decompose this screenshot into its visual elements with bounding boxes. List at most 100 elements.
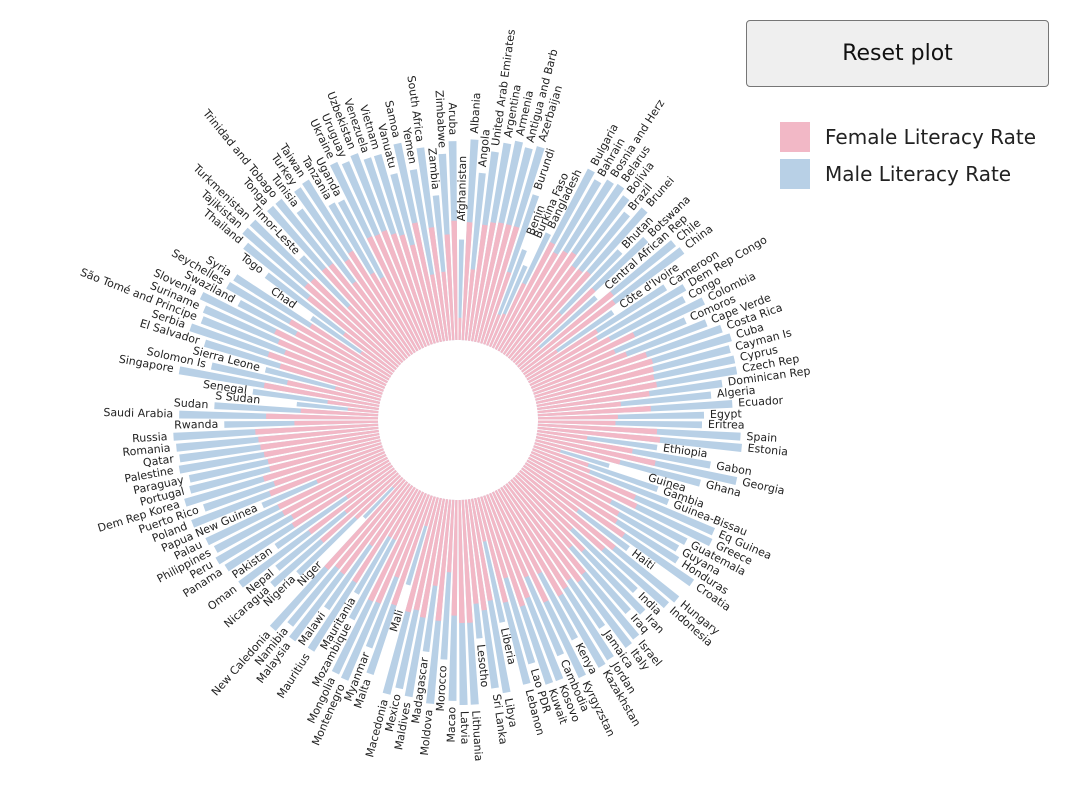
female-bar-seychelles[interactable] <box>288 319 390 381</box>
female-bar-kenya[interactable] <box>494 490 542 575</box>
female-bar-guinea-bissau[interactable] <box>532 448 591 474</box>
female-bar-morocco[interactable] <box>446 499 455 573</box>
female-bar-lesotho[interactable] <box>464 499 479 604</box>
female-bar-uganda[interactable] <box>380 276 422 350</box>
female-bar-brazil[interactable] <box>507 268 583 359</box>
female-bar-montenegro[interactable] <box>375 492 427 604</box>
female-bar-malaysia[interactable] <box>340 483 411 575</box>
female-bar-dem-rep-korea[interactable] <box>262 442 382 482</box>
female-bar-bahrain[interactable] <box>497 251 559 352</box>
female-bar-croatia[interactable] <box>522 464 626 538</box>
female-bar-tunisia[interactable] <box>352 281 411 357</box>
female-bar-new-caledonia[interactable] <box>324 479 406 570</box>
female-bar-slovenia[interactable] <box>274 328 387 387</box>
female-bar-antigua-and-barb[interactable] <box>477 224 512 343</box>
female-bar-aruba[interactable] <box>451 220 458 341</box>
female-bar-trinidad-and-tobago[interactable] <box>328 263 409 359</box>
female-bar-panama[interactable] <box>291 462 392 528</box>
female-bar-haiti[interactable] <box>521 467 579 513</box>
female-bar-bulgaria[interactable] <box>494 241 556 350</box>
female-bar-india[interactable] <box>514 474 574 531</box>
female-bar-paraguay[interactable] <box>267 436 381 465</box>
female-bar-latvia[interactable] <box>458 499 465 623</box>
female-bar-lao-pdr[interactable] <box>480 496 509 579</box>
female-bar-syria[interactable] <box>309 323 392 378</box>
female-bar-nepal[interactable] <box>344 469 397 514</box>
female-bar-vanuatu[interactable] <box>409 244 439 343</box>
female-bar-gabon[interactable] <box>536 432 633 454</box>
female-bar-russia[interactable] <box>255 423 379 435</box>
female-bar-jamaica[interactable] <box>502 484 572 582</box>
female-bar-tanzania[interactable] <box>370 272 419 352</box>
female-bar-nigeria[interactable] <box>354 474 402 520</box>
female-bar-mauritania[interactable] <box>387 488 419 538</box>
female-bar-albania[interactable] <box>461 222 473 341</box>
female-bar-guyana[interactable] <box>526 459 620 517</box>
female-bar-afghanistan[interactable] <box>458 317 462 341</box>
female-bar-argentina[interactable] <box>470 222 497 342</box>
female-bar-oman[interactable] <box>308 467 395 535</box>
female-bar-kosovo[interactable] <box>486 494 531 599</box>
female-bar-thailand[interactable] <box>306 295 397 371</box>
female-bar-romania[interactable] <box>258 426 379 443</box>
female-bar-chad[interactable] <box>360 351 394 376</box>
female-bar-moldova[interactable] <box>435 499 452 622</box>
female-bar-macao[interactable] <box>451 499 458 616</box>
female-bar-azerbaijan[interactable] <box>480 226 520 344</box>
female-bar-ghana[interactable] <box>535 439 621 465</box>
female-bar-israel[interactable] <box>507 481 586 575</box>
female-bar-lebanon[interactable] <box>477 497 509 603</box>
female-bar-poland[interactable] <box>269 448 384 497</box>
female-bar-samoa[interactable] <box>411 222 442 343</box>
female-bar-turkmenistan[interactable] <box>310 278 402 366</box>
female-bar-chile[interactable] <box>519 291 614 371</box>
female-bar-pakistan[interactable] <box>345 464 394 499</box>
female-bar-peru[interactable] <box>291 459 390 520</box>
reset-plot-button[interactable]: Reset plot <box>746 20 1049 87</box>
female-bar-sao-tome-and-principe[interactable] <box>284 349 384 392</box>
female-bar-eq-guinea[interactable] <box>530 451 637 500</box>
female-bar-ecuador[interactable] <box>537 405 651 417</box>
female-bar-belarus[interactable] <box>502 251 577 356</box>
female-bar-myanmar[interactable] <box>394 494 430 578</box>
female-bar-cayman-is[interactable] <box>535 366 654 401</box>
female-bar-costa-rica[interactable] <box>533 352 648 395</box>
female-bar-cape-verde[interactable] <box>532 351 628 392</box>
female-bar-sri-lanka[interactable] <box>467 499 487 611</box>
female-bar-tajikistan[interactable] <box>304 283 399 368</box>
female-bar-venezuela[interactable] <box>390 233 433 345</box>
female-bar-mozambique[interactable] <box>392 490 422 541</box>
female-bar-guinea[interactable] <box>534 442 561 453</box>
female-bar-bosnia-and-herz[interactable] <box>500 250 568 354</box>
female-bar-libya[interactable] <box>470 498 493 601</box>
female-bar-comoros[interactable] <box>530 349 616 389</box>
female-bar-macedonia[interactable] <box>405 497 439 613</box>
female-bar-cote-d-ivoire[interactable] <box>522 349 558 376</box>
female-bar-kuwait[interactable] <box>483 495 526 607</box>
female-bar-namibia[interactable] <box>334 481 409 570</box>
female-bar-madagascar[interactable] <box>432 499 449 587</box>
female-bar-cambodia[interactable] <box>489 492 529 578</box>
female-bar-kazakhstan[interactable] <box>497 488 564 597</box>
female-bar-greece[interactable] <box>529 453 638 509</box>
female-bar-togo[interactable] <box>342 332 395 373</box>
female-bar-honduras[interactable] <box>524 462 618 524</box>
female-bar-sudan[interactable] <box>300 408 379 417</box>
female-bar-spain[interactable] <box>537 423 658 435</box>
female-bar-s-sudan[interactable] <box>347 407 379 414</box>
female-bar-suriname[interactable] <box>277 339 386 389</box>
female-bar-palestine[interactable] <box>263 432 380 458</box>
female-bar-philippines[interactable] <box>282 456 388 516</box>
female-bar-burundi[interactable] <box>483 271 512 345</box>
female-bar-uruguay[interactable] <box>374 234 427 348</box>
female-bar-gambia[interactable] <box>533 445 589 467</box>
female-bar-cameroon[interactable] <box>524 329 599 378</box>
female-bar-angola[interactable] <box>464 269 475 341</box>
female-bar-zambia[interactable] <box>441 271 452 341</box>
female-bar-mauritius[interactable] <box>352 486 416 584</box>
female-bar-czech-rep[interactable] <box>536 381 658 408</box>
female-bar-taiwan[interactable] <box>348 250 416 354</box>
female-bar-turkey[interactable] <box>344 258 414 356</box>
female-bar-saudi-arabia[interactable] <box>266 413 379 420</box>
female-bar-hungary[interactable] <box>519 469 616 551</box>
